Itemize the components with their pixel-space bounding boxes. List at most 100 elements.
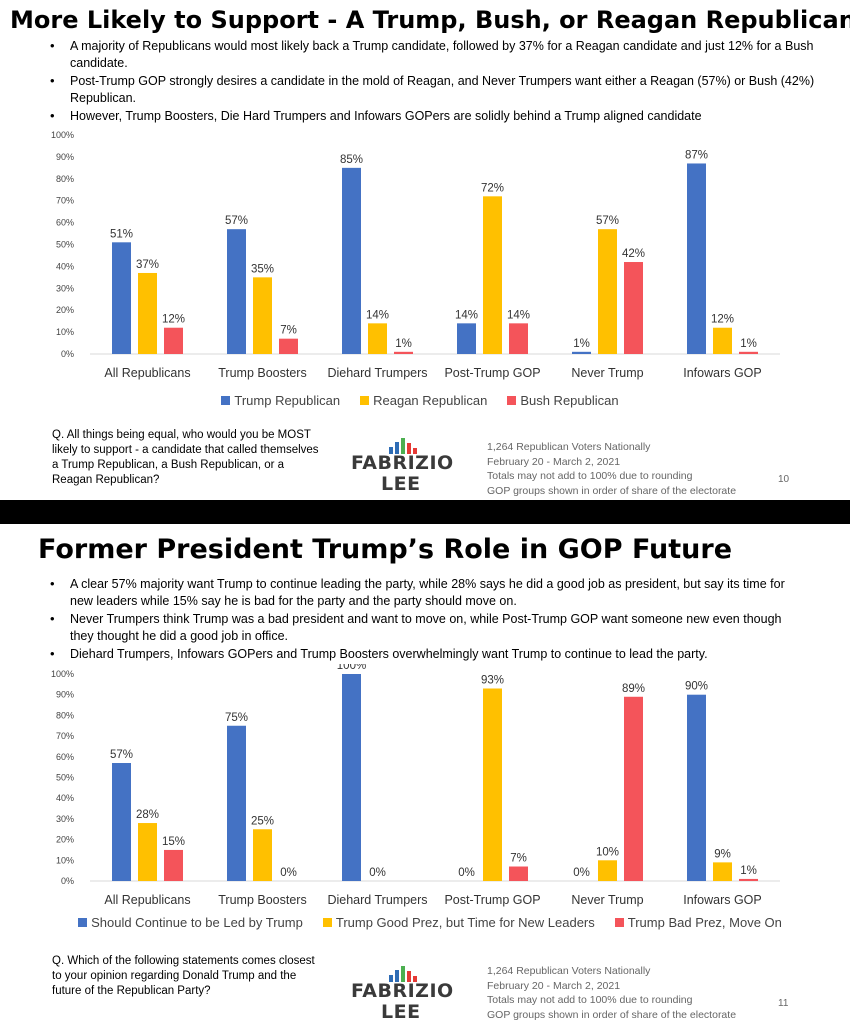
data-label: 0% [458,867,475,879]
bar [687,163,706,354]
source-line: February 20 - March 2, 2021 [487,979,621,992]
data-label: 42% [622,248,645,260]
data-label: 93% [481,674,504,686]
bar [164,849,183,881]
data-label: 1% [395,338,412,350]
x-tick-label: Infowars GOP [683,893,762,907]
bar-chart-trump-role: 0% 10% 20% 30% 40% 50% 60% 70% 80% 90% 100% 57% 28% 1… [51,664,780,907]
legend-swatch [507,396,517,406]
bar [138,272,157,354]
x-tick-label: All Republicans [104,366,190,380]
data-label: 37% [136,259,159,271]
data-label: 57% [110,749,133,761]
logo-word-fabrizio: FABRIZIO [351,980,454,1002]
bar [164,327,183,354]
y-tick-label: 90% [56,152,74,162]
bar [598,229,617,354]
legend-entry: Should Continue to be Led by Trump [78,915,303,930]
source-line: GOP groups shown in order of share of th… [487,1008,737,1021]
x-tick-label: Infowars GOP [683,366,762,380]
bar [624,262,643,354]
bar [598,860,617,881]
y-tick-label: 60% [56,752,74,762]
survey-question: Q. All things being equal, who would you… [52,429,319,486]
data-label: 0% [369,867,386,879]
legend-swatch [221,396,231,406]
y-tick-label: 0% [61,349,74,359]
data-label: 7% [280,325,297,337]
x-tick-label: Trump Boosters [218,366,306,380]
x-tick-label: All Republicans [104,893,190,907]
bar [713,327,732,354]
x-tick-label: Post-Trump GOP [444,893,540,907]
y-tick-label: 10% [56,327,74,337]
bar [279,338,298,354]
source-line: GOP groups shown in order of share of th… [487,484,737,497]
legend-swatch [78,918,88,928]
bar [138,823,157,881]
x-tick-label: Post-Trump GOP [444,366,540,380]
bar [457,323,476,354]
data-label: 7% [510,853,527,865]
legend-swatch [322,918,332,928]
bar [112,763,131,881]
chart-legend: Trump Republican Reagan Republican Bush Re… [0,393,845,408]
data-label: 51% [110,228,133,240]
bar [112,242,131,354]
bullet-item: Never Trumpers think Trump was a bad pre… [50,611,800,644]
y-tick-label: 0% [61,876,74,886]
bar [342,167,361,354]
y-tick-label: 50% [56,773,74,783]
source-line: 1,264 Republican Voters Nationally [487,441,651,453]
fabrizio-lee-logo: FABRIZIO LEE [345,966,465,1024]
source-note: 1,264 Republican Voters Nationally Febru… [487,440,787,498]
data-label: 100% [337,664,366,672]
data-label: 28% [136,809,159,821]
slide-support-candidate: More Likely to Support - A Trump, Bush, … [0,0,850,500]
data-label: 14% [507,309,530,321]
x-tick-label: Never Trump [571,366,643,380]
data-label: 0% [573,867,590,879]
legend-entry: Trump Republican [221,393,340,408]
logo-bars-icon [389,966,423,982]
data-label: 85% [340,154,363,166]
bar [687,694,706,881]
data-label: 15% [162,836,185,848]
bullet-item: Post-Trump GOP strongly desires a candid… [50,73,840,106]
bar [509,323,528,354]
bar [227,725,246,881]
bar [713,862,732,881]
legend-entry: Trump Good Prez, but Time for New Leader… [322,915,595,930]
y-tick-label: 100% [51,669,74,679]
x-tick-label: Trump Boosters [218,893,306,907]
legend-label: Should Continue to be Led by Trump [91,915,303,930]
y-tick-label: 100% [51,130,74,140]
bullet-list: A majority of Republicans would most lik… [48,38,840,127]
y-tick-label: 90% [56,690,74,700]
bullet-item: However, Trump Boosters, Die Hard Trumpe… [50,108,840,125]
data-label: 1% [573,338,590,350]
slide-title: Former President Trump’s Role in GOP Fut… [38,534,733,565]
data-label: 12% [711,314,734,326]
y-tick-label: 70% [56,731,74,741]
data-label: 89% [622,683,645,695]
bar [572,351,591,354]
legend-entry: Trump Bad Prez, Move On [614,915,782,930]
y-tick-label: 20% [56,305,74,315]
page-number: 11 [778,998,789,1009]
page-number: 10 [778,474,790,485]
y-tick-label: 30% [56,814,74,824]
data-label: 25% [251,815,274,827]
bar [342,674,361,881]
bullet-item: A majority of Republicans would most lik… [50,38,840,71]
data-label: 72% [481,182,504,194]
source-line: 1,264 Republican Voters Nationally [487,965,651,977]
bar [253,277,272,354]
y-tick-label: 80% [56,174,74,184]
logo-bars-icon [389,438,423,454]
survey-question: Q. Which of the following statements com… [52,955,315,997]
bar [227,229,246,354]
legend-label: Reagan Republican [373,393,488,408]
bar [483,688,502,881]
bar [739,351,758,354]
